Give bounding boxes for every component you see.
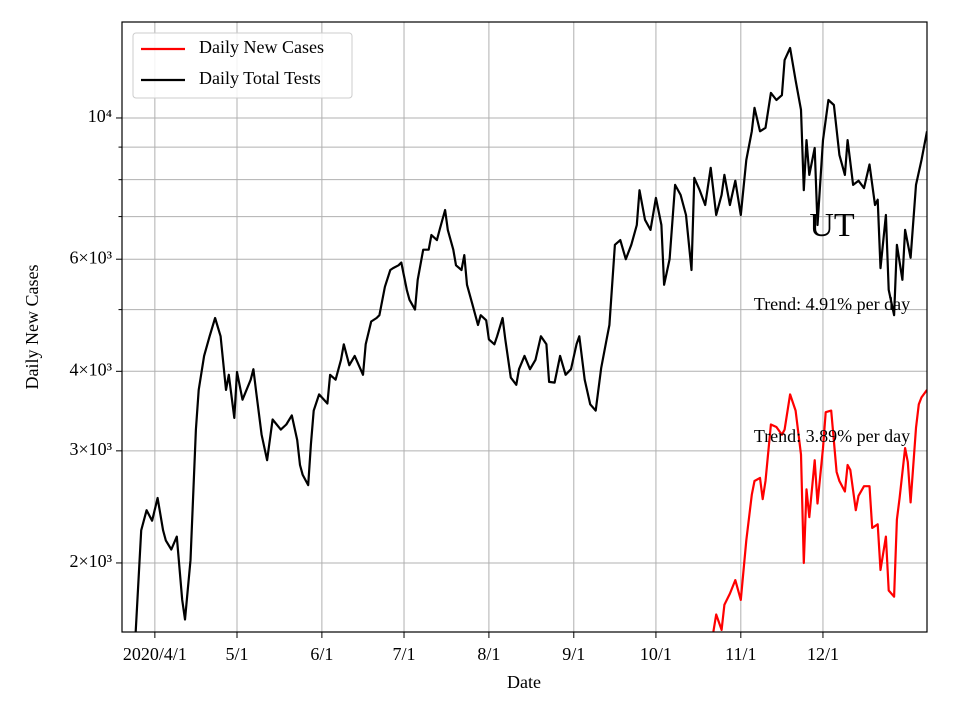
data-line: [134, 46, 927, 632]
x-tick-label: 6/1: [310, 644, 333, 664]
x-tick-label: 8/1: [477, 644, 500, 664]
y-tick-label: 2×10³: [69, 551, 112, 571]
y-axis-label: Daily New Cases: [22, 265, 42, 390]
x-tick-label: 7/1: [393, 644, 416, 664]
annotation: Trend: 3.89% per day: [754, 426, 910, 446]
y-tick-label: 4×10³: [69, 359, 112, 379]
legend-label: Daily New Cases: [199, 37, 324, 57]
x-tick-label: 12/1: [807, 644, 839, 664]
x-axis-label: Date: [507, 672, 541, 692]
y-tick-label: 6×10³: [69, 247, 112, 267]
x-tick-label: 9/1: [562, 644, 585, 664]
x-tick-label: 11/1: [725, 644, 756, 664]
plot-frame: [121, 21, 928, 633]
x-tick-label: 2020/4/1: [123, 644, 187, 664]
annotation: Trend: 4.91% per day: [754, 294, 910, 314]
y-tick-label: 10⁴: [88, 106, 112, 126]
y-tick-label: 3×10³: [69, 439, 112, 459]
legend-label: Daily Total Tests: [199, 68, 321, 88]
x-tick-label: 5/1: [225, 644, 248, 664]
annotation: UT: [809, 207, 855, 244]
data-line: [712, 389, 927, 632]
legend-box: [132, 32, 353, 99]
x-tick-label: 10/1: [640, 644, 672, 664]
